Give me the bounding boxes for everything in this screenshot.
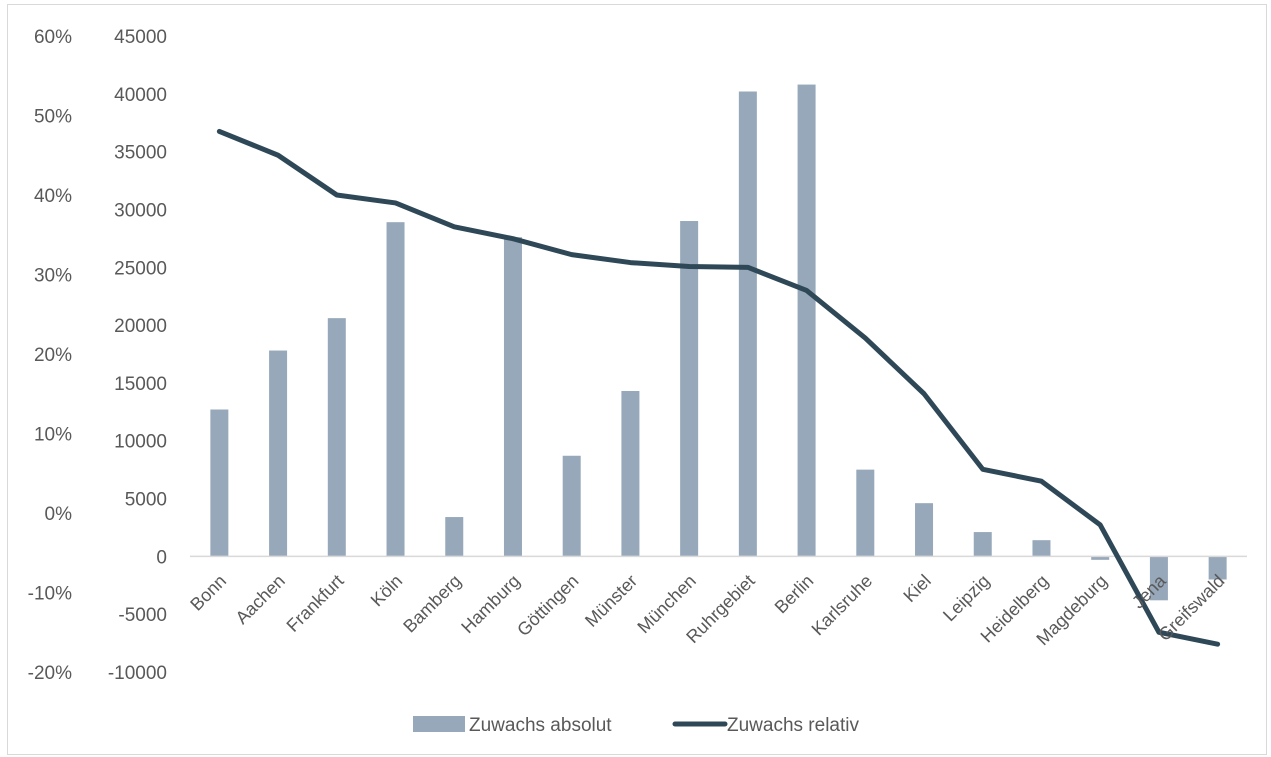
bar-aachen [269,350,288,557]
bar-series [210,84,1227,601]
line-series [216,128,1221,647]
right-tick-label: 10000 [114,432,167,453]
category-label: Karlsruhe [808,571,877,640]
left-tick-label: 0% [45,504,73,525]
left-tick-label: -20% [28,663,72,684]
right-tick-label: 20000 [114,316,167,337]
bar-bamberg [445,517,464,557]
right-tick-label: 45000 [114,27,167,48]
bar-magdeburg [1091,556,1110,560]
bar-jena [1149,556,1168,601]
bar-greifswald [1208,556,1227,580]
right-tick-label: 0 [156,547,167,568]
bar-münster [621,391,640,557]
legend-swatch-bar [413,716,465,732]
left-tick-label: -10% [28,584,72,605]
category-label: Münster [581,571,641,631]
bar-bonn [210,409,229,557]
right-tick-label: 15000 [114,374,167,395]
category-label: Leipzig [939,571,993,625]
left-tick-label: 10% [34,425,72,446]
bar-heidelberg [1032,540,1051,557]
left-axis-ticks: 60% 50% 40% 30% 20% 10% 0% -10% -20% [28,27,72,684]
left-tick-label: 40% [34,186,72,207]
right-tick-label: 40000 [114,85,167,106]
category-label: Kiel [899,571,934,606]
legend: Zuwachs absolut Zuwachs relativ [413,715,859,736]
right-tick-label: -10000 [108,663,167,684]
line-zuwachs-relativ [216,128,1221,647]
left-tick-label: 30% [34,266,72,287]
legend-label-absolut: Zuwachs absolut [469,715,612,736]
category-label: Köln [367,571,407,611]
category-label: Aachen [232,571,289,628]
bar-karlsruhe [856,469,875,557]
right-tick-label: 5000 [125,490,167,511]
legend-label-relativ: Zuwachs relativ [727,715,859,736]
right-tick-label: -5000 [118,605,167,626]
category-label: Frankfurt [283,571,348,636]
category-label: Göttingen [513,571,582,640]
category-label: Berlin [771,571,818,618]
bar-ruhrgebiet [738,91,757,557]
category-label: Bonn [186,571,230,615]
left-tick-label: 20% [34,345,72,366]
bar-hamburg [503,237,522,557]
bar-köln [386,222,405,557]
bar-münchen [680,221,699,557]
right-tick-label: 30000 [114,200,167,221]
bar-göttingen [562,455,581,557]
category-label: Bamberg [399,571,465,637]
bar-frankfurt [327,318,346,557]
right-tick-label: 35000 [114,143,167,164]
left-tick-label: 50% [34,107,72,128]
right-tick-label: 25000 [114,258,167,279]
right-axis-ticks: 45000 40000 35000 30000 25000 20000 15000 10000… [108,27,167,684]
chart-frame [7,4,1267,755]
left-tick-label: 60% [34,27,72,48]
bar-kiel [915,503,934,557]
bar-leipzig [973,532,992,557]
bar-berlin [797,84,816,557]
